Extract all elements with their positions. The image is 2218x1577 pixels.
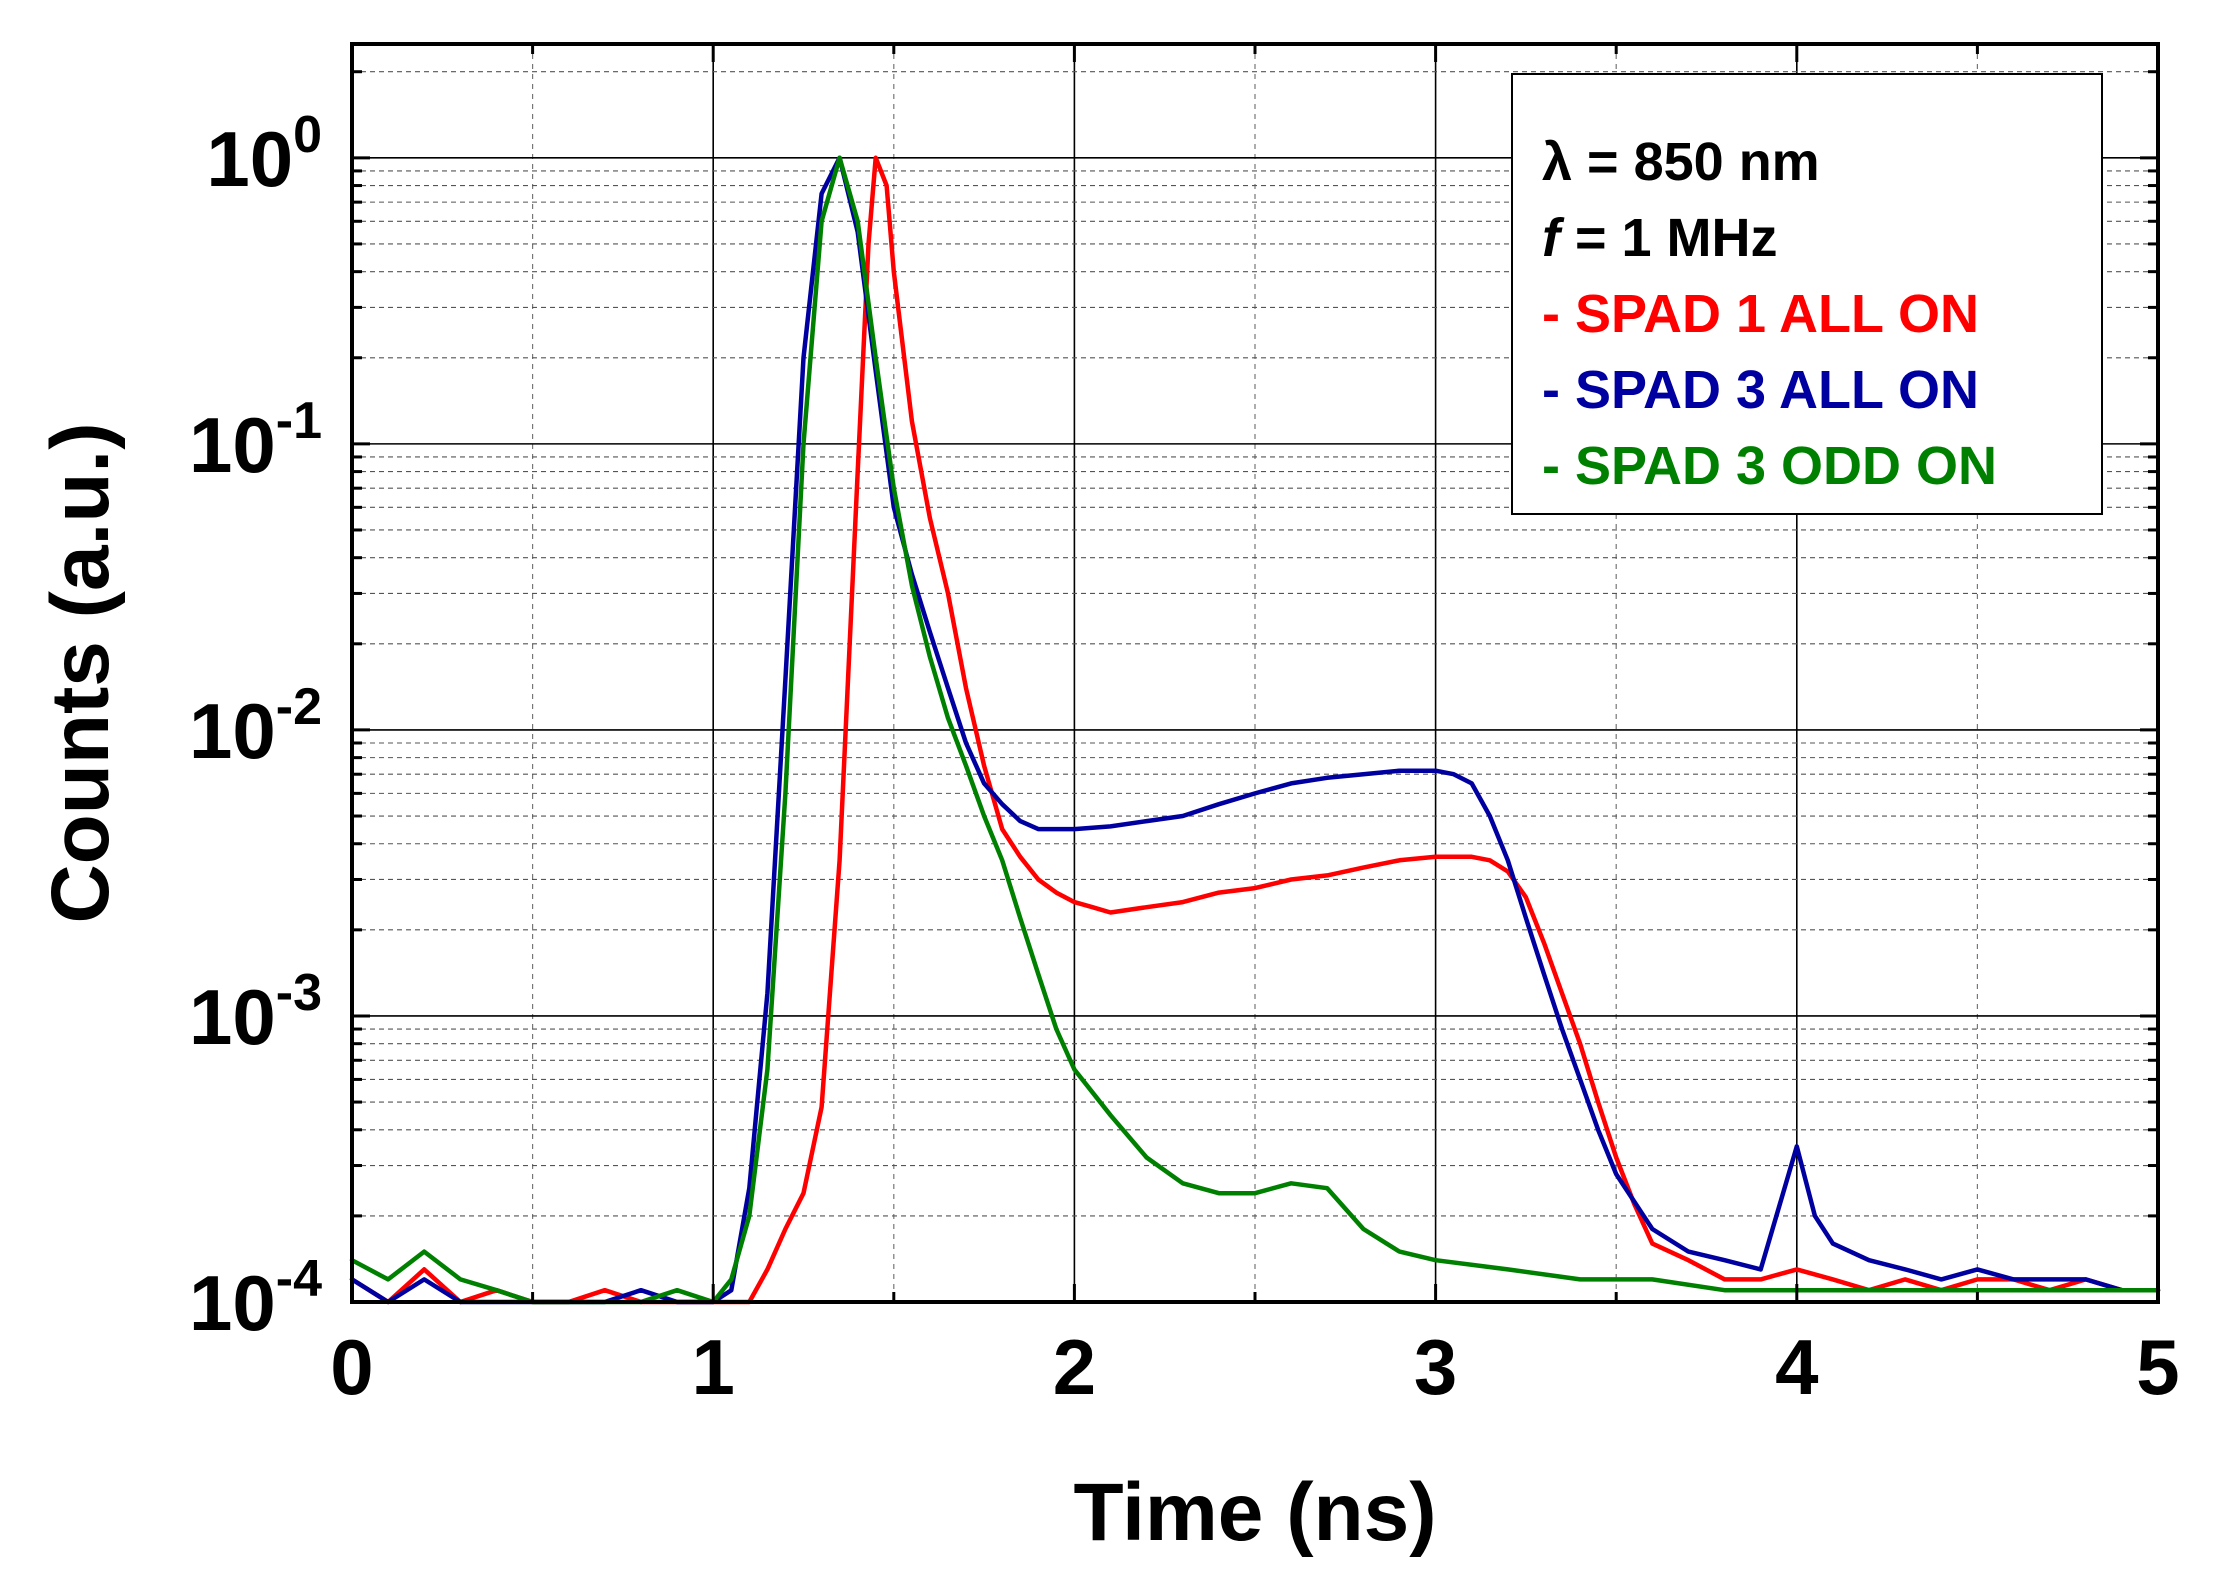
legend-series-entries: - SPAD 1 ALL ON - SPAD 3 ALL ON - SPAD 3 O… <box>1542 284 1997 496</box>
x-axis-title: Time (ns) <box>1074 1467 1437 1558</box>
legend-entry-1: - SPAD 1 ALL ON <box>1542 284 1979 344</box>
legend-frequency: f = 1 MHz <box>1542 208 1778 268</box>
y-tick-exponent: -4 <box>276 1250 322 1308</box>
y-tick-base: 10 <box>189 973 276 1061</box>
y-tick-exponent: -1 <box>276 392 322 450</box>
y-tick-label: 100 <box>206 106 322 203</box>
x-tick-label: 4 <box>1775 1323 1818 1411</box>
y-tick-label: 10-4 <box>189 1250 322 1347</box>
legend: λ = 850 nm f = 1 MHz - SPAD 1 ALL ON- SP… <box>1511 73 2103 515</box>
x-tick-label: 5 <box>2136 1323 2179 1411</box>
x-tick-labels: 0 1 2 3 4 5 <box>330 1323 2179 1411</box>
y-tick-base: 10 <box>189 687 276 775</box>
y-tick-base: 10 <box>189 1259 276 1347</box>
legend-entry-3: - SPAD 3 ODD ON <box>1542 436 1997 496</box>
wavelength-value: = 850 nm <box>1572 132 1820 192</box>
tick-marks <box>350 44 2160 1304</box>
y-tick-exponent: -2 <box>276 678 322 736</box>
series-line-3 <box>349 155 2161 1305</box>
y-tick-base: 10 <box>189 401 276 489</box>
frequency-symbol: f <box>1542 208 1565 268</box>
y-tick-label: 10-1 <box>189 392 322 489</box>
y-tick-label: 10-2 <box>189 678 322 775</box>
lambda-symbol: λ <box>1542 132 1572 192</box>
x-tick-label: 3 <box>1414 1323 1457 1411</box>
x-tick-label: 2 <box>1053 1323 1096 1411</box>
x-tick-label: 1 <box>692 1323 735 1411</box>
legend-wavelength: λ = 850 nm <box>1542 132 1820 192</box>
y-axis-title: Counts (a.u.) <box>35 422 126 923</box>
y-tick-exponent: -3 <box>276 964 322 1022</box>
legend-box <box>1511 73 2103 515</box>
y-tick-exponent: 0 <box>293 106 322 164</box>
x-tick-label: 0 <box>330 1323 373 1411</box>
series-line-2 <box>349 155 2161 1305</box>
frequency-value: = 1 MHz <box>1560 208 1778 268</box>
y-tick-label: 10-3 <box>189 964 322 1061</box>
y-tick-base: 10 <box>206 115 293 203</box>
legend-entry-2: - SPAD 3 ALL ON <box>1542 360 1979 420</box>
